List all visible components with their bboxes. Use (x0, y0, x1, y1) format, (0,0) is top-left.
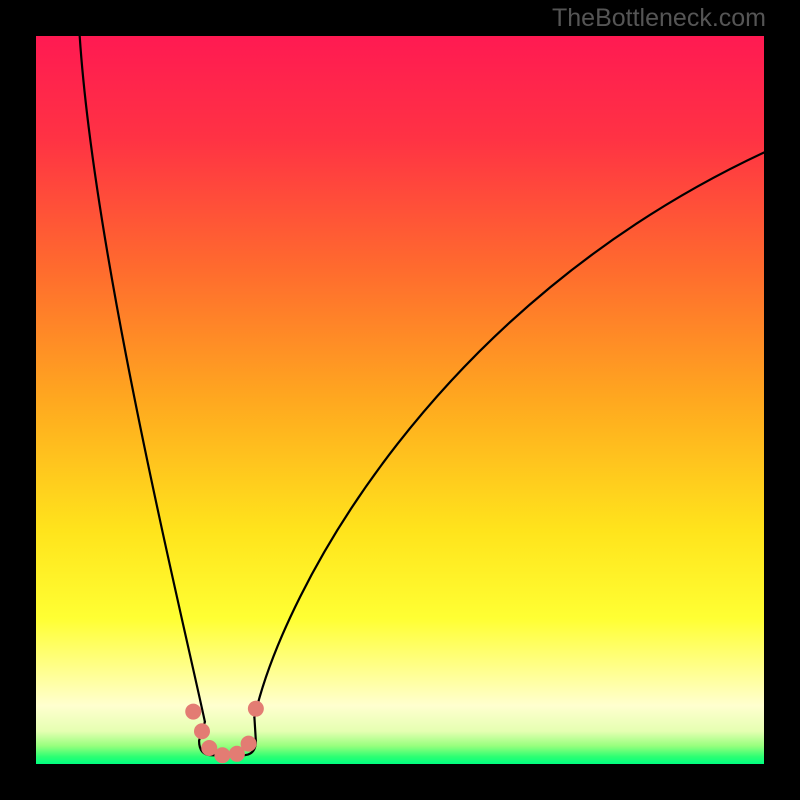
gradient-background (36, 36, 764, 764)
plot-area (36, 36, 764, 764)
watermark-text: TheBottleneck.com (552, 4, 766, 33)
chart-container: TheBottleneck.com (0, 0, 800, 800)
